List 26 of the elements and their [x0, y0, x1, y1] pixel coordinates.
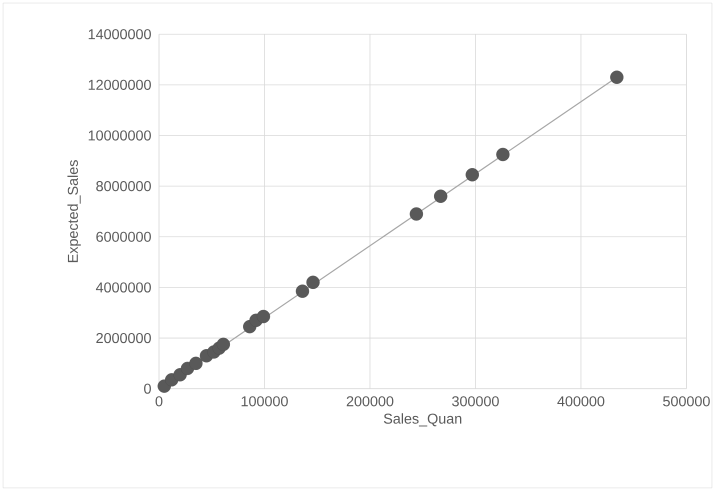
y-tick-label: 10000000 [88, 130, 151, 141]
point [610, 70, 624, 84]
y-tick-label: 14000000 [88, 29, 151, 40]
x-tick-label: 500000 [663, 396, 710, 406]
y-tick-label: 4000000 [96, 282, 151, 293]
point [466, 168, 479, 182]
x-tick-label: 300000 [452, 396, 499, 406]
point [216, 338, 230, 352]
point [256, 310, 270, 324]
point [496, 148, 510, 162]
x-tick-label: 0 [156, 396, 162, 406]
y-tick-label: 12000000 [88, 80, 151, 90]
x-tick-label: 100000 [242, 396, 288, 406]
y-axis-title: Expected_Sales [67, 160, 81, 262]
y-tick-label: 6000000 [96, 232, 151, 242]
point [296, 284, 310, 298]
point [434, 190, 448, 203]
point [306, 276, 320, 290]
y-tick-label: 2000000 [96, 332, 151, 344]
y-tick-label: 0 [144, 384, 151, 394]
y-tick-label: 8000000 [96, 181, 151, 192]
point [189, 356, 203, 370]
x-tick-label: 200000 [346, 396, 394, 406]
point [410, 207, 424, 221]
x-tick-label: 400000 [557, 396, 604, 406]
x-axis-title: Sales_Quan [384, 413, 462, 426]
